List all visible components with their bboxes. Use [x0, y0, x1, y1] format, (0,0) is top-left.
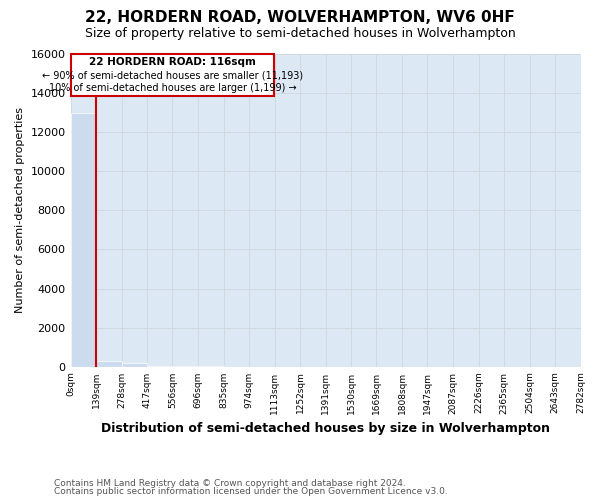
Y-axis label: Number of semi-detached properties: Number of semi-detached properties — [15, 108, 25, 314]
X-axis label: Distribution of semi-detached houses by size in Wolverhampton: Distribution of semi-detached houses by … — [101, 422, 550, 435]
Text: 10% of semi-detached houses are larger (1,199) →: 10% of semi-detached houses are larger (… — [49, 84, 296, 94]
Text: Contains public sector information licensed under the Open Government Licence v3: Contains public sector information licen… — [54, 487, 448, 496]
Bar — [71, 112, 96, 366]
Text: ← 90% of semi-detached houses are smaller (11,193): ← 90% of semi-detached houses are smalle… — [42, 70, 303, 81]
Text: 22 HORDERN ROAD: 116sqm: 22 HORDERN ROAD: 116sqm — [89, 57, 256, 67]
Text: Size of property relative to semi-detached houses in Wolverhampton: Size of property relative to semi-detach… — [85, 28, 515, 40]
Text: Contains HM Land Registry data © Crown copyright and database right 2024.: Contains HM Land Registry data © Crown c… — [54, 478, 406, 488]
FancyBboxPatch shape — [71, 54, 274, 96]
Bar — [122, 363, 147, 366]
Bar — [96, 361, 122, 366]
Text: 22, HORDERN ROAD, WOLVERHAMPTON, WV6 0HF: 22, HORDERN ROAD, WOLVERHAMPTON, WV6 0HF — [85, 10, 515, 25]
